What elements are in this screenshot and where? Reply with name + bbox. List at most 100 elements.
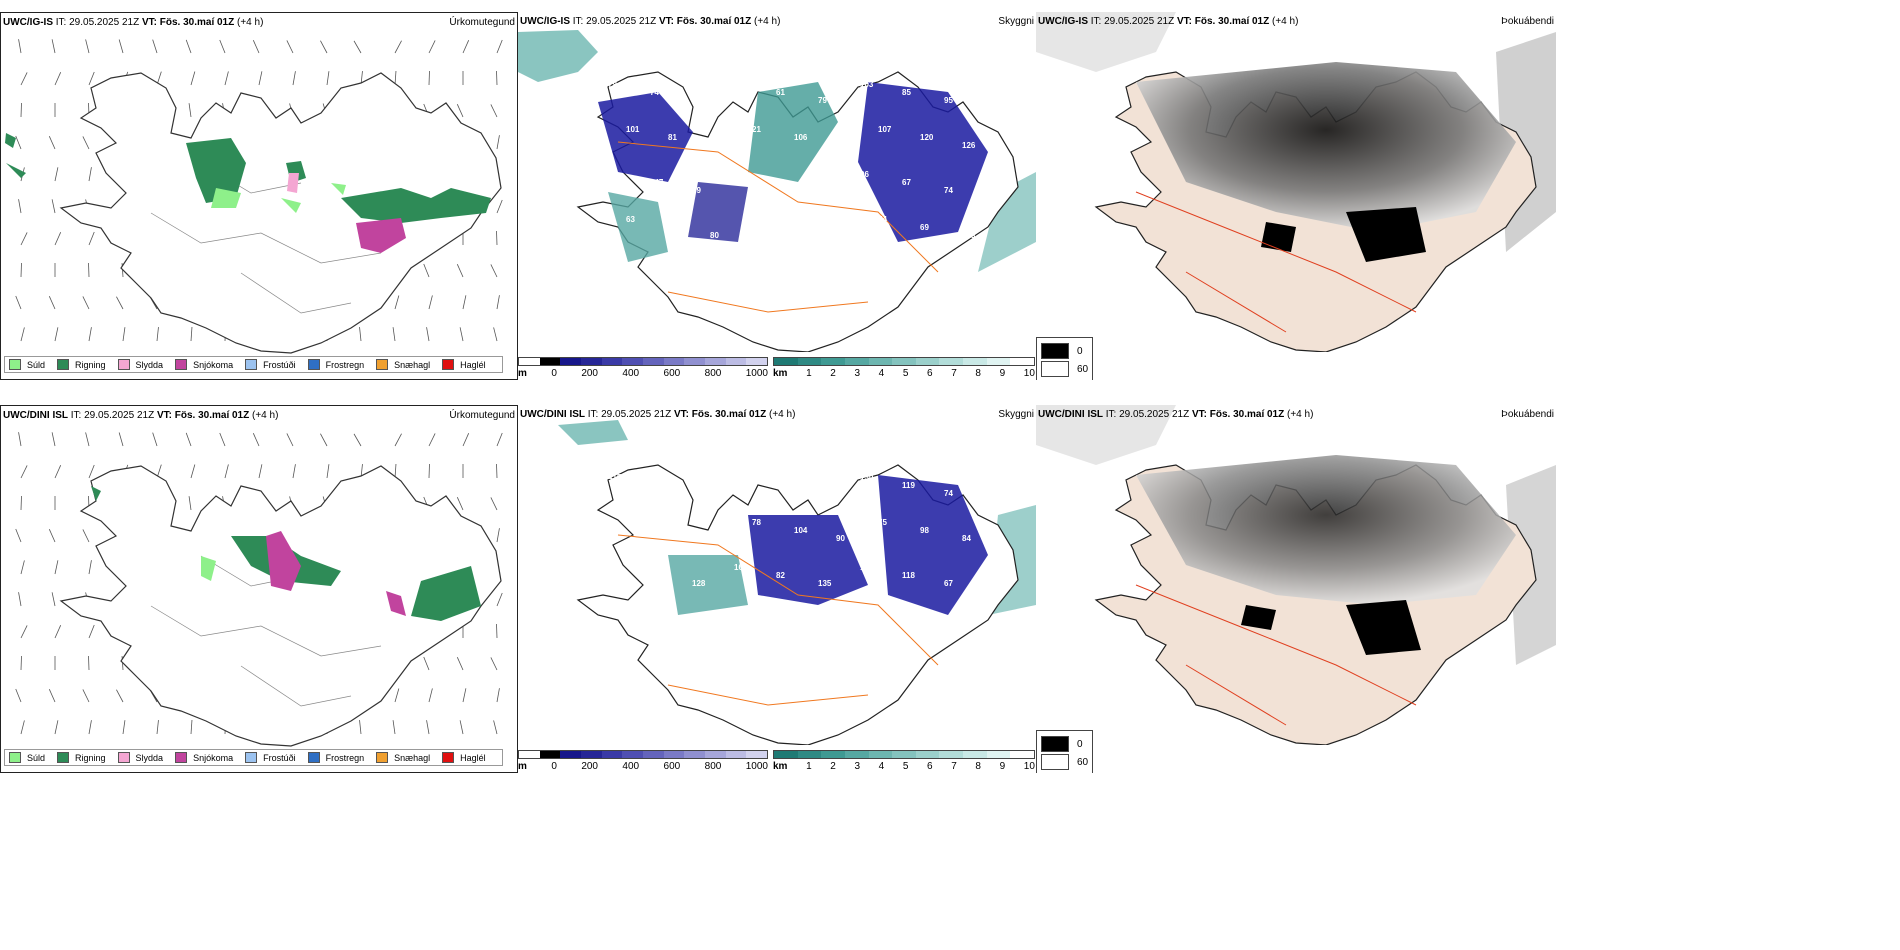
visibility-value: 107 bbox=[878, 125, 892, 134]
colorbar-segment bbox=[705, 751, 726, 758]
colorbar-segment bbox=[601, 751, 623, 758]
visibility-value: 75 bbox=[878, 518, 887, 527]
wind-barb bbox=[48, 136, 56, 150]
visibility-value: 119 bbox=[902, 481, 915, 490]
cloud-base-colorbar: km 1 2 3 4 5 6 7 8 9 10 bbox=[773, 357, 1035, 379]
legend-label: Súld bbox=[27, 752, 46, 763]
colorbar-segment bbox=[844, 751, 869, 758]
wind-barb bbox=[493, 327, 498, 342]
wind-barb bbox=[423, 656, 430, 671]
visibility-value: 80 bbox=[608, 563, 617, 572]
visibility-value: 64 bbox=[692, 276, 701, 285]
wind-barb bbox=[82, 136, 90, 150]
wind-barb bbox=[88, 71, 95, 86]
legend-item: Frostúði bbox=[245, 359, 296, 370]
wind-barb bbox=[51, 199, 56, 214]
wind-barb bbox=[82, 296, 90, 310]
legend-item: Súld bbox=[9, 752, 45, 763]
visibility-value: 104 bbox=[794, 526, 808, 535]
wind-barb bbox=[496, 688, 500, 703]
visibility-value: 79 bbox=[818, 96, 827, 105]
legend-item: Súld bbox=[9, 359, 45, 370]
wind-barb bbox=[428, 433, 436, 447]
visibility-value: 63 bbox=[626, 215, 635, 224]
visibility-value: 98 bbox=[920, 526, 929, 535]
panel-type-label: Úrkomutegund bbox=[449, 17, 515, 28]
wind-barb bbox=[188, 496, 192, 511]
wind-barb bbox=[88, 720, 92, 735]
wind-barb bbox=[292, 464, 296, 479]
wind-barb bbox=[320, 433, 328, 447]
visibility-value: 56 bbox=[752, 608, 761, 617]
wind-barb bbox=[394, 433, 402, 447]
colorbar-segment bbox=[725, 358, 747, 365]
wind-barb bbox=[88, 327, 92, 342]
wind-barb bbox=[190, 720, 193, 735]
wind-barb bbox=[51, 39, 56, 54]
wind-barb bbox=[320, 40, 328, 54]
legend-item: Frostúði bbox=[245, 752, 296, 763]
visibility-value: 78 bbox=[752, 518, 761, 527]
colorbar-segment bbox=[684, 751, 706, 758]
visibility-value: 65 bbox=[668, 526, 677, 535]
visibility-value: 67 bbox=[734, 260, 743, 269]
snow-area bbox=[266, 531, 406, 616]
visibility-value: 103 bbox=[860, 80, 874, 89]
wind-barb bbox=[426, 720, 430, 735]
wind-barb bbox=[490, 497, 498, 511]
precip-map bbox=[15, 432, 503, 747]
wind-barb bbox=[456, 104, 464, 118]
legend-item: Snæhagl bbox=[376, 359, 430, 370]
wind-barb bbox=[116, 296, 124, 310]
wind-barb bbox=[428, 295, 433, 310]
wind-barb bbox=[219, 39, 226, 54]
wind-barb bbox=[286, 40, 294, 54]
wind-barb bbox=[353, 433, 362, 447]
visibility-value: 77 bbox=[692, 489, 701, 498]
legend-swatch bbox=[245, 752, 258, 763]
wind-barb bbox=[88, 167, 92, 182]
colorbar-segment bbox=[915, 358, 940, 365]
fog-map bbox=[1036, 12, 1556, 352]
visibility-value: 72 bbox=[668, 616, 677, 625]
visibility-value: 90 bbox=[836, 534, 845, 543]
wind-barb bbox=[496, 199, 503, 214]
legend-swatch bbox=[9, 359, 21, 370]
visibility-value: 121 bbox=[944, 276, 958, 285]
legend-swatch bbox=[57, 359, 70, 370]
visibility-value: 75 bbox=[794, 616, 803, 625]
legend-swatch bbox=[117, 752, 130, 763]
wind-barb bbox=[394, 688, 400, 703]
wind-barb bbox=[188, 103, 192, 118]
wind-barb bbox=[85, 39, 90, 54]
visibility-value: 130 bbox=[860, 473, 874, 482]
visibility-value: 215 bbox=[836, 141, 850, 150]
wind-barb bbox=[459, 327, 464, 342]
visibility-value: 74 bbox=[650, 88, 659, 97]
precip-legend: Súld Rigning Slydda Snjókoma Frostúði Frostre… bbox=[4, 356, 503, 373]
colorbar-segment bbox=[746, 751, 768, 758]
visibility-value: 67 bbox=[902, 178, 911, 187]
panel-header: UWC/IG-IS IT: 29.05.2025 21Z VT: Fös. 30… bbox=[520, 16, 781, 27]
fog-panel-row1: UWC/IG-IS IT: 29.05.2025 21Z VT: Fös. 30… bbox=[1036, 12, 1556, 380]
visibility-value: 84 bbox=[710, 624, 719, 633]
legend-swatch bbox=[117, 359, 130, 370]
visibility-value: 90 bbox=[776, 178, 785, 187]
wind-barb bbox=[258, 464, 263, 479]
legend-label: Snjókoma bbox=[193, 752, 234, 763]
wind-barb bbox=[54, 327, 59, 342]
colorbar-segment bbox=[1010, 751, 1035, 758]
wind-barb bbox=[394, 464, 397, 479]
visibility-value: 74 bbox=[878, 215, 887, 224]
legend-item: Snæhagl bbox=[376, 752, 430, 763]
colorbar-segment bbox=[746, 358, 768, 365]
wind-barb bbox=[394, 71, 397, 86]
wind-barb bbox=[252, 433, 260, 447]
wind-barb bbox=[18, 592, 22, 607]
wind-barb bbox=[54, 167, 59, 182]
visibility-value: 82 bbox=[752, 215, 761, 224]
wind-barb bbox=[326, 464, 330, 479]
legend-label: Snjókoma bbox=[193, 359, 234, 370]
colorbar-segment bbox=[643, 358, 664, 365]
wind-barb bbox=[118, 432, 124, 447]
